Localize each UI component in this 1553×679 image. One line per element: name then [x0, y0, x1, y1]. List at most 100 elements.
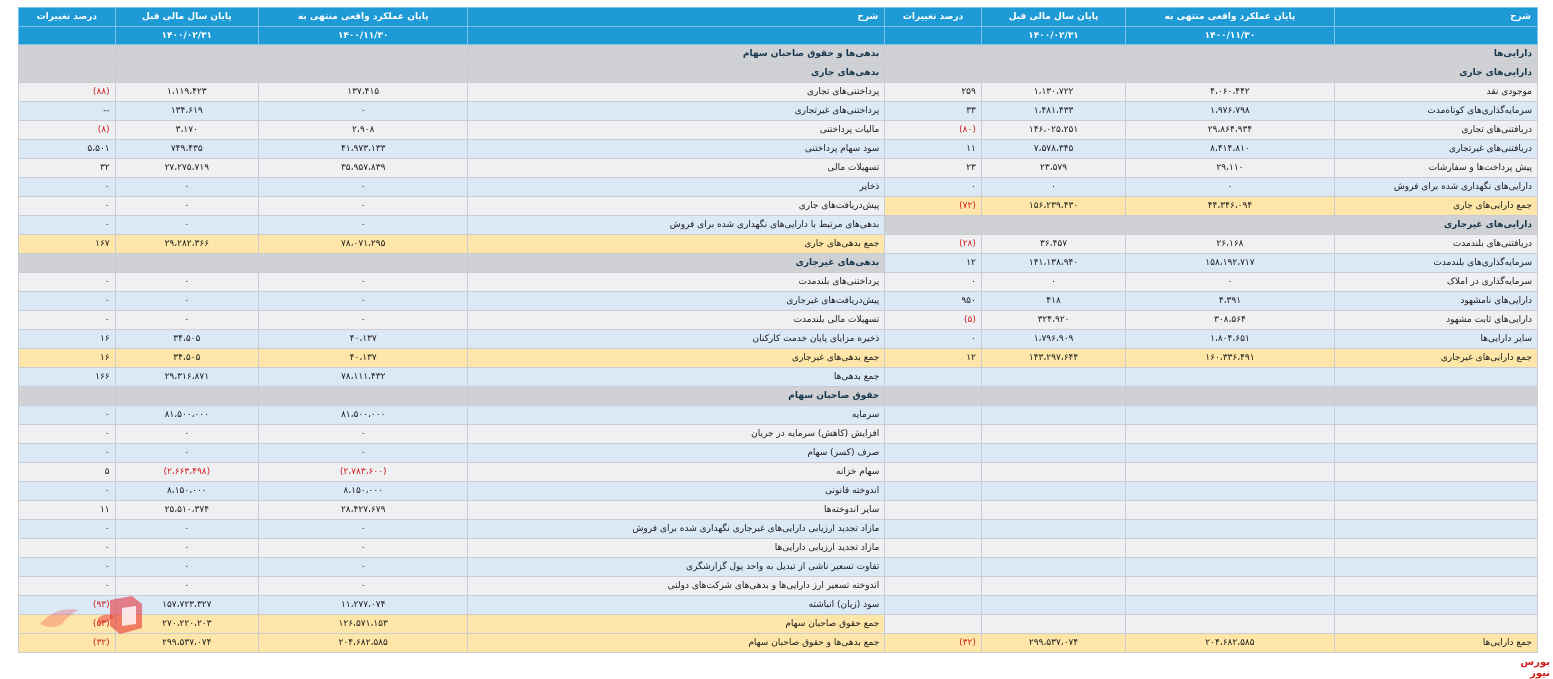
liability-desc: تفاوت تسعیر ناشی از تبدیل به واحد پول گز…	[467, 557, 886, 577]
liability-prev: ۰	[114, 310, 259, 330]
liability-prev	[114, 253, 259, 273]
liability-pct: ۰	[18, 424, 116, 444]
table-row: دارایی‌های نامشهود ۴،۳۹۱ ۴۱۸ ۹۵۰ پیش‌دریافت‌…	[18, 291, 1539, 311]
liability-desc: تسهیلات مالی	[467, 158, 886, 178]
asset-prev	[980, 500, 1127, 520]
asset-prev	[980, 367, 1127, 387]
liability-actual	[257, 63, 469, 83]
asset-pct	[884, 614, 982, 634]
asset-desc: پیش پرداخت‌ها و سفارشات	[1333, 158, 1539, 178]
asset-pct	[884, 215, 982, 235]
liability-prev: (۲،۶۶۳،۴۹۸)	[114, 462, 259, 482]
asset-pct	[884, 63, 982, 83]
table-row: جمع بدهی‌ها ۷۸،۱۱۱،۴۳۲ ۲۹،۳۱۶،۸۷۱ ۱۶۶	[18, 367, 1539, 387]
asset-actual	[1125, 614, 1335, 634]
liability-desc: پرداختنی‌های غیرتجاری	[467, 101, 886, 121]
liability-actual: ۰	[257, 424, 469, 444]
asset-pct: ۰	[884, 177, 982, 197]
header-pct-liab: درصد تغییرات	[18, 7, 116, 27]
liability-pct: ۰	[18, 481, 116, 501]
asset-prev: ۰	[980, 272, 1127, 292]
liability-desc: سود سهام پرداختنی	[467, 139, 886, 159]
asset-actual	[1125, 595, 1335, 615]
asset-desc	[1333, 519, 1539, 539]
liability-actual: ۷۸،۰۷۱،۲۹۵	[257, 234, 469, 254]
bourse-news-watermark-logo	[40, 596, 142, 634]
liability-desc: حقوق صاحبان سهام	[467, 386, 886, 406]
table-row: سود (زیان) انباشته ۱۱،۲۷۷،۰۷۴ ۱۵۷،۷۲۳،۳۲۷(…	[18, 595, 1539, 615]
asset-desc: سرمایه‌گذاری‌های کوتاه‌مدت	[1333, 101, 1539, 121]
liability-actual: ۰	[257, 215, 469, 235]
asset-actual: ۴،۰۶۰،۴۴۲	[1125, 82, 1335, 102]
liability-actual: ۰	[257, 310, 469, 330]
liability-actual: ۴۰،۱۳۷	[257, 329, 469, 349]
liability-pct: --	[18, 101, 116, 121]
liability-desc: جمع بدهی‌ها و حقوق صاحبان سهام	[467, 633, 886, 653]
liability-prev: ۱،۱۱۹،۴۲۳	[114, 82, 259, 102]
liability-desc: بدهی‌های مرتبط با دارایی‌های نگهداری شده…	[467, 215, 886, 235]
asset-pct	[884, 538, 982, 558]
liability-pct: (۹۳)	[18, 595, 116, 615]
asset-actual	[1125, 215, 1335, 235]
table-row: مازاد تجدید ارزیابی دارایی‌ها ۰ ۰ ۰	[18, 538, 1539, 558]
table-row: جمع دارایی‌های جاری ۴۴،۳۴۶،۰۹۴ ۱۵۶،۲۳۹،۴۳۰…	[18, 196, 1539, 216]
asset-prev: ۱،۷۹۶،۹۰۹	[980, 329, 1127, 349]
liability-actual: ۰	[257, 101, 469, 121]
asset-prev	[980, 405, 1127, 425]
liability-prev: ۷۴۹،۴۳۵	[114, 139, 259, 159]
header-pct-assets: درصد تغییرات	[884, 7, 982, 27]
asset-pct: (۸۰)	[884, 120, 982, 140]
header-actual-liab: پایان عملکرد واقعی منتهی به	[257, 7, 469, 27]
asset-desc: دارایی‌های جاری	[1333, 63, 1539, 83]
asset-pct: ۰	[884, 272, 982, 292]
asset-desc	[1333, 462, 1539, 482]
asset-desc	[1333, 500, 1539, 520]
asset-desc: سرمایه‌گذاری در املاک	[1333, 272, 1539, 292]
liability-prev	[114, 386, 259, 406]
asset-actual	[1125, 443, 1335, 463]
asset-prev	[980, 443, 1127, 463]
liability-pct: ۱۶۷	[18, 234, 116, 254]
liability-prev: ۰	[114, 538, 259, 558]
asset-desc	[1333, 481, 1539, 501]
liability-actual: (۲،۷۸۳،۶۰۰)	[257, 462, 469, 482]
liability-pct: ۰	[18, 557, 116, 577]
liability-pct	[18, 63, 116, 83]
asset-actual	[1125, 44, 1335, 64]
liability-desc: جمع بدهی‌های جاری	[467, 234, 886, 254]
asset-pct: ۱۲	[884, 348, 982, 368]
table-row: سایر دارایی‌ها ۱،۸۰۴،۶۵۱ ۱،۷۹۶،۹۰۹ ۰ ذخیره م…	[18, 329, 1539, 349]
asset-pct	[884, 576, 982, 596]
asset-desc	[1333, 614, 1539, 634]
liability-pct: ۰	[18, 215, 116, 235]
asset-desc: دارایی‌های غیرجاری	[1333, 215, 1539, 235]
asset-pct	[884, 405, 982, 425]
asset-prev	[980, 538, 1127, 558]
liability-prev: ۲۷،۲۷۵،۷۱۹	[114, 158, 259, 178]
liability-actual: ۰	[257, 291, 469, 311]
liability-desc: اندوخته تسعیر ارز دارایی‌ها و بدهی‌های ش…	[467, 576, 886, 596]
asset-prev: ۱۴۳،۲۹۷،۶۴۴	[980, 348, 1127, 368]
liability-prev: ۰	[114, 576, 259, 596]
liability-pct: ۵	[18, 462, 116, 482]
liability-actual: ۴۱،۹۷۳،۱۳۳	[257, 139, 469, 159]
header-date-actual-liab: ۱۴۰۰/۱۱/۳۰	[257, 26, 469, 45]
asset-actual: ۰	[1125, 177, 1335, 197]
liability-prev: ۰	[114, 215, 259, 235]
asset-pct	[884, 424, 982, 444]
liability-desc: جمع بدهی‌های غیرجاری	[467, 348, 886, 368]
asset-prev: ۱،۴۸۱،۴۳۳	[980, 101, 1127, 121]
asset-actual	[1125, 557, 1335, 577]
liability-actual: ۸۱،۵۰۰،۰۰۰	[257, 405, 469, 425]
asset-desc	[1333, 386, 1539, 406]
asset-desc: دارایی‌های ثابت مشهود	[1333, 310, 1539, 330]
liability-actual: ۰	[257, 557, 469, 577]
asset-desc: سایر دارایی‌ها	[1333, 329, 1539, 349]
liability-actual: ۰	[257, 177, 469, 197]
asset-desc: سرمایه‌گذاری‌های بلندمدت	[1333, 253, 1539, 273]
liability-pct: ۱۱	[18, 500, 116, 520]
asset-pct: ۳۳	[884, 101, 982, 121]
asset-pct: ۱۱	[884, 139, 982, 159]
asset-actual: ۲۶،۱۶۸	[1125, 234, 1335, 254]
table-row: دارایی‌ها بدهی‌ها و حقوق صاحبان سهام	[18, 44, 1539, 64]
